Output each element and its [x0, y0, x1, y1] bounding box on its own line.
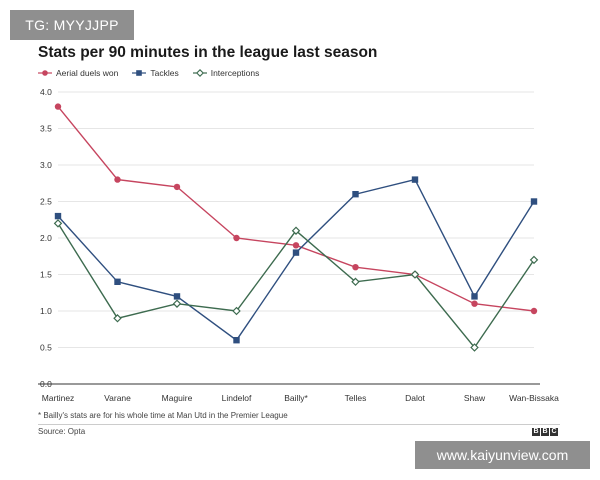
legend-item-interceptions: Interceptions [192, 68, 260, 78]
legend-label-aerial: Aerial duels won [56, 68, 119, 78]
point-tackles-1 [114, 278, 121, 285]
y-tick-label-1: 0.5 [40, 343, 52, 353]
x-tick-label-5: Telles [345, 393, 367, 403]
y-tick-label-4: 2.0 [40, 233, 52, 243]
y-tick-label-8: 4.0 [40, 87, 52, 97]
bbc-logo-block-1: B [532, 428, 540, 436]
point-interceptions-3 [232, 306, 241, 316]
point-interceptions-4 [291, 226, 301, 235]
point-interceptions-0 [53, 219, 63, 228]
footnote: * Bailly's stats are for his whole time … [38, 411, 288, 420]
point-aerial-8 [530, 307, 538, 315]
series-line-aerial [57, 106, 535, 312]
chart-title: Stats per 90 minutes in the league last … [38, 44, 378, 61]
watermark-top: TG: MYYJJPP [10, 10, 134, 40]
bbc-logo-block-2: B [541, 428, 549, 436]
point-aerial-2 [173, 183, 181, 191]
bbc-logo-block-3: C [550, 428, 558, 436]
x-tick-label-6: Dalot [405, 393, 425, 403]
y-tick-label-7: 3.5 [40, 124, 52, 134]
y-tick-label-3: 1.5 [40, 270, 52, 280]
footer-divider [38, 424, 560, 425]
point-interceptions-7 [470, 343, 479, 352]
point-tackles-8 [530, 198, 538, 205]
point-tackles-0 [54, 212, 62, 220]
point-tackles-2 [173, 293, 181, 300]
point-aerial-0 [54, 103, 62, 110]
chart-legend: Aerial duels won Tackles Interceptions [38, 68, 259, 78]
legend-label-tackles: Tackles [150, 68, 179, 78]
y-tick-label-2: 1.0 [40, 306, 52, 316]
series-line-interceptions [57, 223, 535, 349]
x-tick-label-2: Maguire [162, 393, 193, 403]
source-note: Source: Opta [38, 427, 86, 436]
legend-item-aerial: Aerial duels won [38, 68, 118, 78]
watermark-bottom: www.kaiyunview.com [415, 441, 590, 469]
point-tackles-6 [411, 176, 419, 183]
point-interceptions-8 [529, 255, 539, 265]
point-aerial-5 [352, 264, 359, 271]
point-tackles-4 [292, 249, 300, 256]
point-aerial-7 [471, 300, 478, 307]
y-tick-label-6: 3.0 [40, 160, 52, 170]
point-tackles-3 [233, 337, 240, 344]
point-tackles-5 [352, 191, 359, 198]
x-tick-label-4: Bailly* [284, 393, 308, 403]
x-tick-label-1: Varane [104, 393, 131, 403]
legend-marker-aerial [38, 70, 52, 76]
series-line-tackles [57, 178, 535, 342]
point-tackles-7 [471, 293, 478, 300]
x-tick-label-8: Wan-Bissaka [509, 393, 559, 403]
legend-item-tackles: Tackles [132, 68, 179, 78]
legend-label-interceptions: Interceptions [210, 68, 260, 78]
legend-marker-interceptions [192, 69, 207, 77]
point-interceptions-2 [172, 299, 182, 308]
bbc-logo: B B C [532, 428, 558, 436]
point-aerial-4 [292, 242, 300, 249]
legend-marker-tackles [132, 70, 147, 76]
point-aerial-1 [114, 176, 121, 183]
x-tick-label-3: Lindelof [222, 393, 252, 403]
x-tick-label-0: Martinez [42, 393, 75, 403]
x-tick-label-7: Shaw [464, 393, 486, 403]
point-interceptions-1 [113, 314, 122, 323]
y-tick-label-5: 2.5 [40, 197, 52, 207]
point-aerial-3 [233, 234, 240, 242]
point-interceptions-6 [410, 270, 420, 279]
point-interceptions-5 [351, 277, 360, 287]
